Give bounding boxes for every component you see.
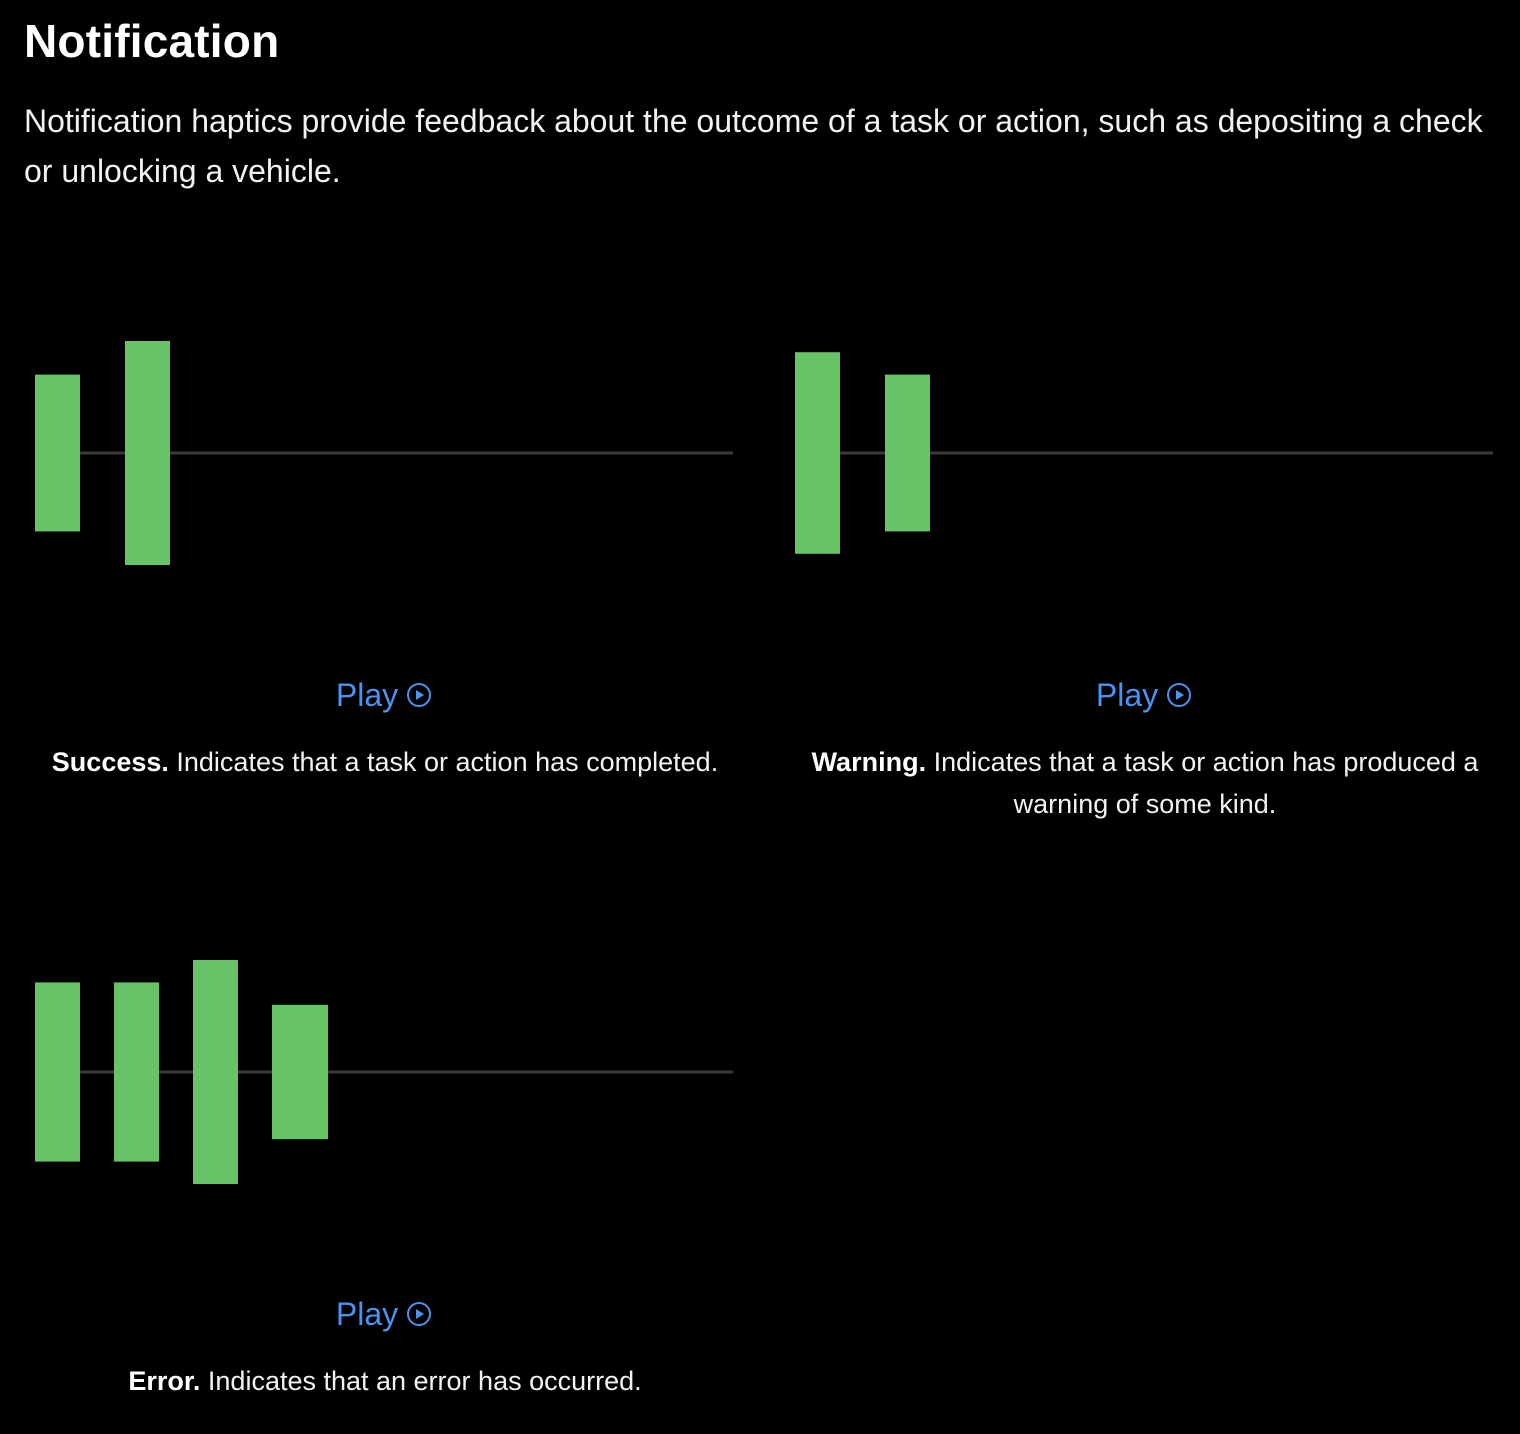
play-circle-icon bbox=[407, 1301, 432, 1326]
success-pulse-bar bbox=[125, 341, 170, 565]
page-title: Notification bbox=[24, 15, 280, 67]
error-pulse-bar bbox=[193, 960, 238, 1184]
play-circle-icon bbox=[407, 682, 432, 707]
warning-text: Indicates that a task or action has prod… bbox=[926, 747, 1479, 819]
play-label: Play bbox=[335, 1296, 399, 1332]
warning-card: Play Warning. Indicates that a task or a… bbox=[780, 290, 1520, 825]
success-description: Success. Indicates that a task or action… bbox=[20, 741, 750, 783]
error-text: Indicates that an error has occurred. bbox=[200, 1366, 642, 1396]
error-play-button[interactable]: Play bbox=[20, 1294, 748, 1334]
warning-pulse-bar bbox=[885, 374, 930, 532]
play-label: Play bbox=[335, 677, 399, 713]
error-pulse-bar bbox=[35, 982, 80, 1162]
play-circle-icon bbox=[1167, 682, 1192, 707]
success-text: Indicates that a task or action has comp… bbox=[168, 747, 719, 777]
error-term: Error. bbox=[128, 1366, 201, 1396]
warning-waveform bbox=[795, 352, 1493, 554]
warning-description: Warning. Indicates that a task or action… bbox=[780, 741, 1510, 825]
warning-pulse-bar bbox=[795, 352, 840, 554]
error-waveform bbox=[35, 960, 733, 1184]
error-card: Play Error. Indicates that an error has … bbox=[20, 909, 760, 1402]
play-label: Play bbox=[1095, 677, 1159, 713]
warning-play-button[interactable]: Play bbox=[780, 675, 1508, 715]
success-pulse-bar bbox=[35, 374, 80, 532]
error-description: Error. Indicates that an error has occur… bbox=[20, 1360, 750, 1402]
intro-paragraph: Notification haptics provide feedback ab… bbox=[24, 103, 1483, 189]
success-play-button[interactable]: Play bbox=[20, 675, 748, 715]
success-term: Success. bbox=[51, 747, 169, 777]
success-waveform bbox=[35, 341, 733, 565]
error-pulse-bar bbox=[272, 1004, 328, 1140]
error-pulse-bar bbox=[114, 982, 159, 1162]
warning-term: Warning. bbox=[811, 747, 927, 777]
success-card: Play Success. Indicates that a task or a… bbox=[20, 290, 760, 783]
